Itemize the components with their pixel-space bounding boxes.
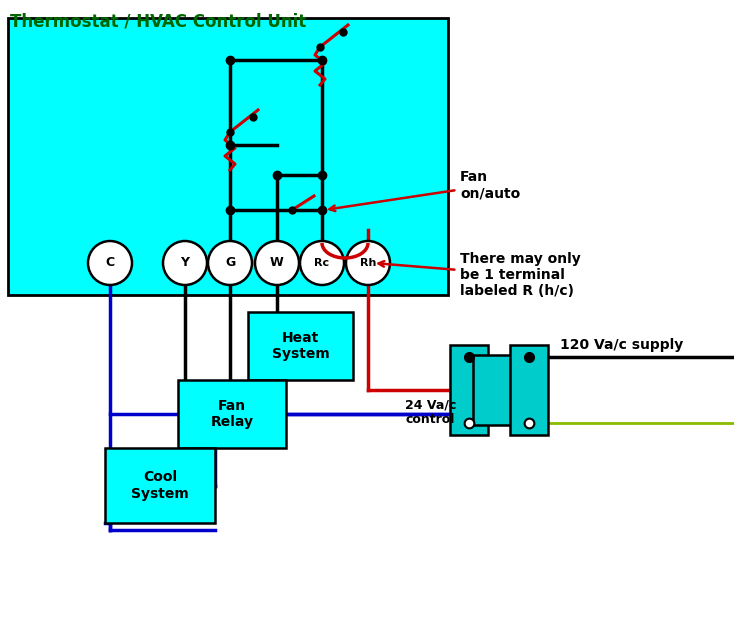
Text: W: W [270, 257, 284, 270]
Circle shape [88, 241, 132, 285]
Circle shape [346, 241, 390, 285]
FancyBboxPatch shape [450, 345, 488, 435]
FancyBboxPatch shape [473, 355, 525, 425]
Text: Heat
System: Heat System [272, 331, 330, 361]
Text: Fan
on/auto: Fan on/auto [330, 170, 520, 211]
Text: Rc: Rc [314, 258, 330, 268]
Circle shape [163, 241, 207, 285]
Text: There may only
be 1 terminal
labeled R (h/c): There may only be 1 terminal labeled R (… [379, 252, 581, 298]
Text: Thermostat / HVAC Control Unit: Thermostat / HVAC Control Unit [10, 12, 306, 30]
Text: Cool
System: Cool System [131, 470, 189, 500]
Text: C: C [106, 257, 115, 270]
Circle shape [208, 241, 252, 285]
FancyBboxPatch shape [248, 312, 353, 380]
Text: G: G [225, 257, 235, 270]
Circle shape [255, 241, 299, 285]
FancyBboxPatch shape [178, 380, 286, 448]
Text: 24 Va/c
control: 24 Va/c control [405, 398, 457, 426]
Text: Fan
Relay: Fan Relay [211, 399, 253, 429]
Text: Y: Y [181, 257, 189, 270]
Text: Rh: Rh [360, 258, 377, 268]
Circle shape [300, 241, 344, 285]
Text: 120 Va/c supply: 120 Va/c supply [560, 338, 683, 352]
FancyBboxPatch shape [105, 448, 215, 523]
FancyBboxPatch shape [8, 18, 448, 295]
FancyBboxPatch shape [510, 345, 548, 435]
